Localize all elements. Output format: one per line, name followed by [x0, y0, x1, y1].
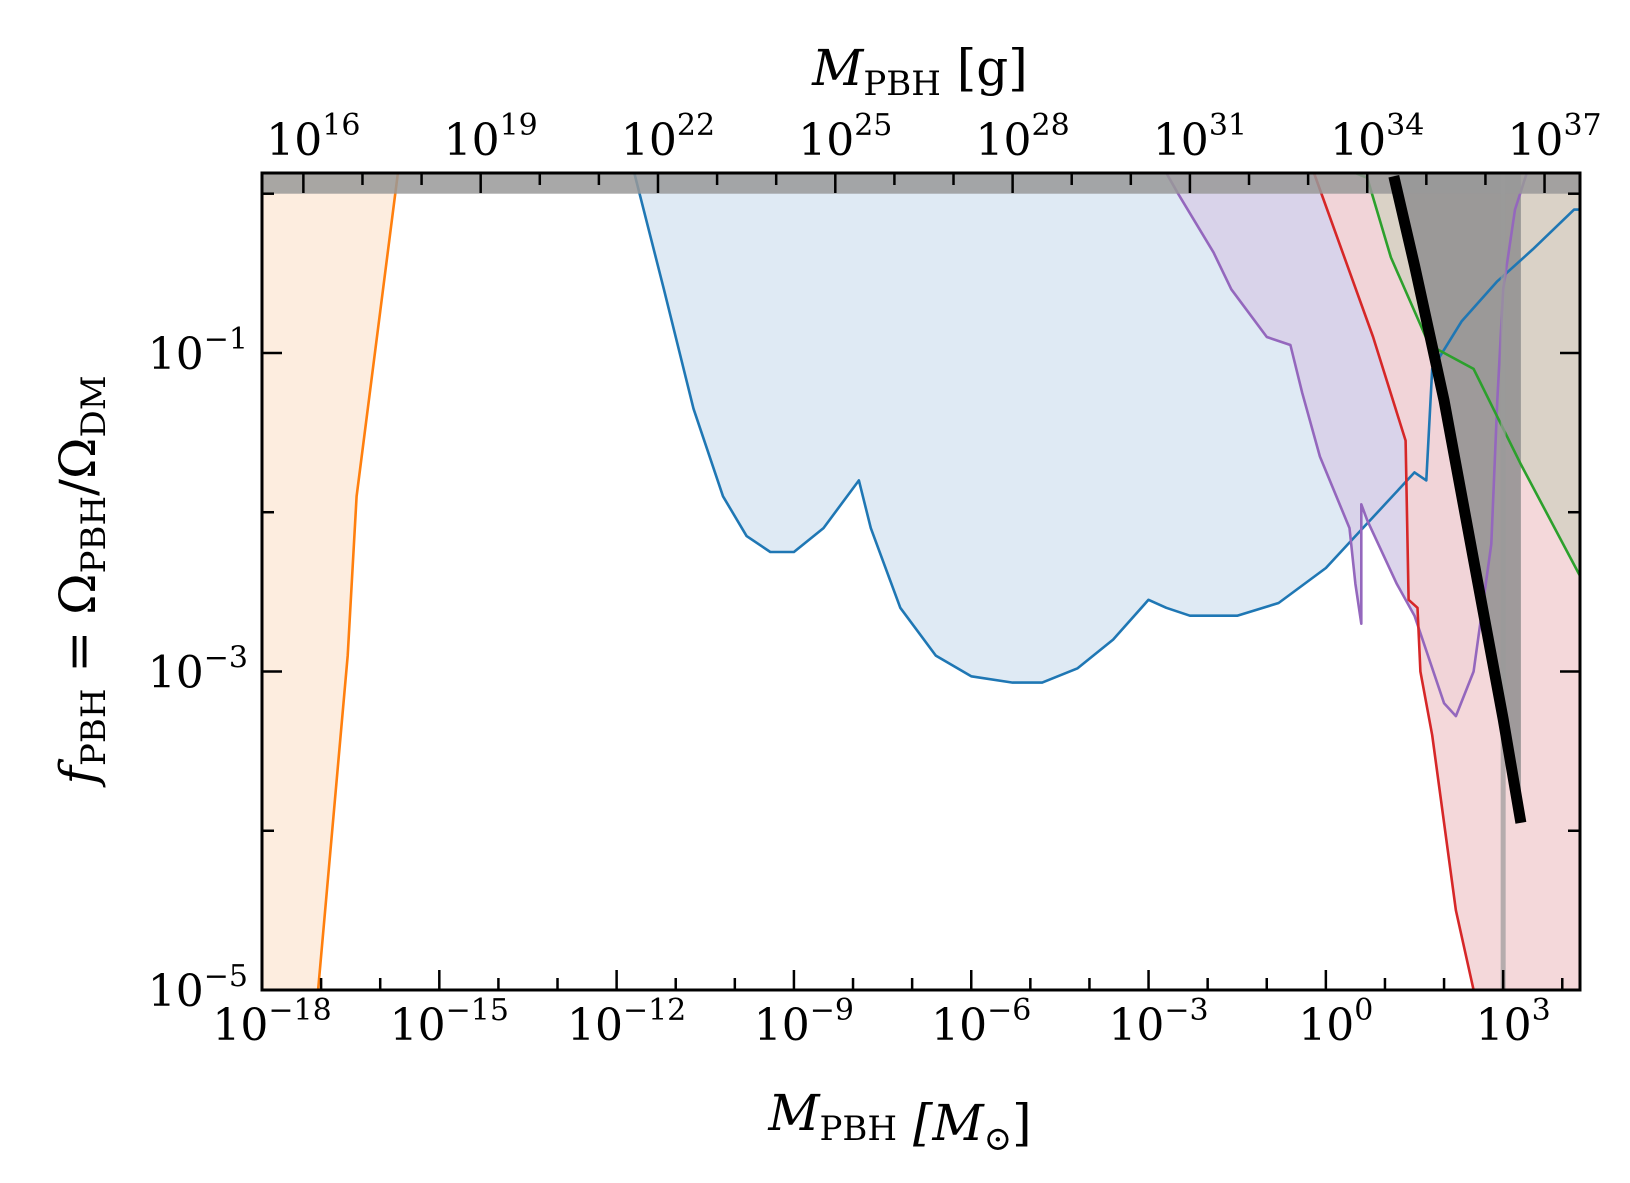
x2-tick-label: 1037 — [1507, 108, 1601, 166]
x2-tick-label: 1031 — [1153, 108, 1247, 166]
x-axis-label: MPBH [M⊙] — [767, 1084, 1031, 1159]
series-5-line — [1388, 174, 1527, 824]
series-4-fill — [1355, 173, 1580, 990]
y-tick-label: 10−1 — [148, 322, 248, 380]
x-tick-label: 10−3 — [1108, 993, 1208, 1051]
series-0-fill — [262, 173, 398, 990]
x-tick-label: 10−15 — [390, 993, 509, 1051]
plot-frame — [260, 171, 1582, 992]
x-tick-label: 10−9 — [754, 993, 854, 1051]
top-band — [262, 173, 1580, 194]
x-tick-label: 10−18 — [212, 993, 331, 1051]
y-axis-label: fPBH = ΩPBH/ΩDM — [49, 375, 114, 788]
x-tick-label: 10−6 — [931, 993, 1031, 1051]
series-2-line — [1165, 173, 1529, 718]
x-tick-label: 10−12 — [567, 993, 686, 1051]
series-5-fill — [1393, 173, 1521, 823]
x2-tick-label: 1019 — [444, 108, 538, 166]
series-1-line — [633, 173, 1580, 684]
x2-tick-label: 1022 — [621, 108, 715, 166]
x-tick-label: 100 — [1298, 993, 1373, 1051]
x2-tick-label: 1028 — [976, 108, 1070, 166]
series-3-line — [1312, 173, 1475, 990]
x2-tick-label: 1034 — [1330, 108, 1424, 166]
y-tick-label: 10−3 — [148, 640, 248, 698]
x2-tick-label: 1025 — [798, 108, 892, 166]
y-tick-label: 10−5 — [148, 959, 248, 1017]
series-0-line — [316, 173, 400, 990]
x2-axis-label: MPBH [g] — [811, 39, 1028, 104]
x-tick-label: 103 — [1476, 993, 1551, 1051]
x2-tick-label: 1016 — [266, 108, 360, 166]
